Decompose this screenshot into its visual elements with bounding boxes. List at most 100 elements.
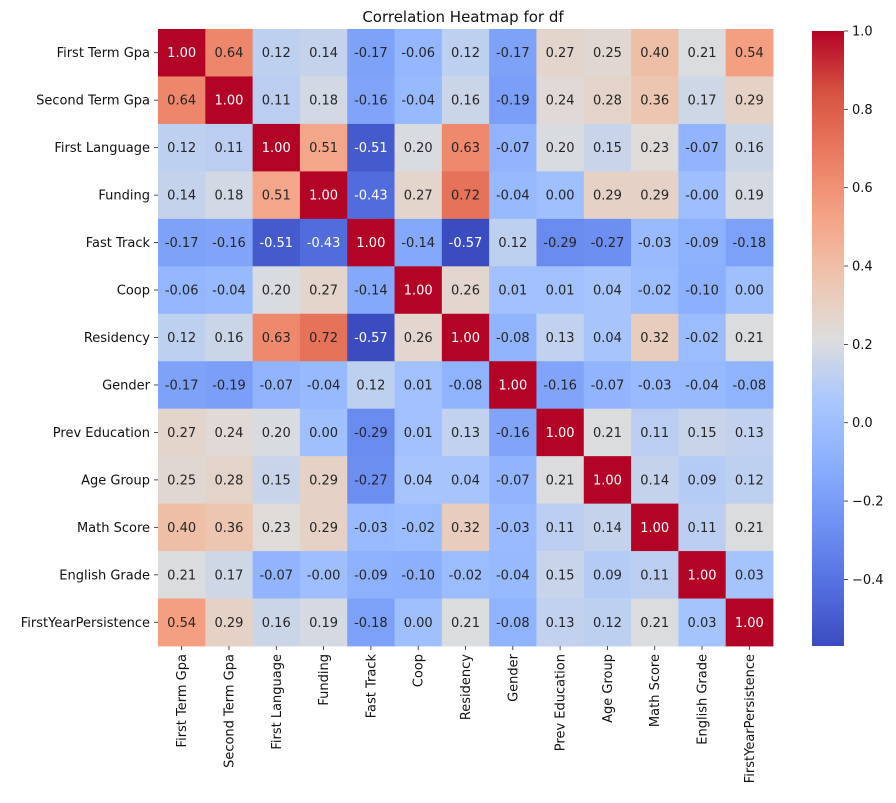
heatmap-cell-value-fast-track-firstyearpersistence: -0.18 — [733, 236, 767, 251]
heatmap-cell-value-first-term-gpa-prev-education: 0.27 — [546, 46, 575, 61]
heatmap-cell-fast-track-residency — [441, 218, 490, 267]
heatmap-cell-value-gender-prev-education: -0.16 — [543, 378, 577, 393]
heatmap-cell-value-residency-english-grade: -0.02 — [685, 331, 719, 346]
colorbar: 1.0 0.8 0.6 0.4 0.2 0.0 −0.2 −0.4 — [812, 25, 884, 646]
heatmap-cell-value-math-score-first-language: 0.23 — [262, 521, 291, 536]
y-axis-tick-labels: First Term Gpa Second Term Gpa First Langu… — [21, 46, 158, 631]
heatmap-cell-value-fast-track-math-score: -0.03 — [638, 236, 672, 251]
heatmap-cell-math-score-math-score — [631, 503, 679, 552]
heatmap-cell-math-score-second-term-gpa — [205, 503, 254, 552]
heatmap-cell-gender-residency — [441, 361, 490, 410]
heatmap-cell-math-score-gender — [489, 503, 537, 552]
heatmap-cell-first-term-gpa-prev-education — [536, 29, 585, 77]
colorbar-tick-label-3: 0.4 — [852, 260, 873, 275]
heatmap-cell-firstyearpersistence-first-term-gpa — [158, 598, 206, 647]
heatmap-cell-first-language-first-term-gpa — [158, 123, 206, 172]
heatmap-cell-value-age-group-gender: -0.07 — [496, 473, 530, 488]
heatmap-cell-fast-track-age-group — [583, 218, 632, 267]
heatmap-cell-value-firstyearpersistence-residency: 0.21 — [451, 616, 480, 631]
y-tick-label-residency: Residency — [84, 331, 150, 346]
heatmap-cell-value-first-language-firstyearpersistence: 0.16 — [735, 141, 764, 156]
heatmap-cell-first-term-gpa-first-term-gpa — [158, 29, 206, 77]
heatmap-cell-age-group-age-group — [583, 456, 632, 505]
heatmap-cell-value-age-group-prev-education: 0.21 — [546, 473, 575, 488]
heatmap-cell-value-firstyearpersistence-age-group: 0.12 — [593, 616, 622, 631]
heatmap-cell-value-coop-gender: 0.01 — [498, 284, 527, 299]
heatmap-cell-math-score-age-group — [583, 503, 632, 552]
heatmap-cell-prev-education-fast-track — [347, 408, 395, 457]
heatmap-cell-english-grade-firstyearpersistence — [725, 551, 774, 599]
heatmap-cell-value-gender-funding: -0.04 — [307, 378, 341, 393]
heatmap-cell-value-residency-firstyearpersistence: 0.21 — [735, 331, 764, 346]
x-tick-label-firstyearpersistence: FirstYearPersistence — [743, 654, 758, 783]
heatmap-cell-value-math-score-first-term-gpa: 0.40 — [167, 521, 196, 536]
heatmap-cell-value-first-term-gpa-fast-track: -0.17 — [354, 46, 388, 61]
heatmap-cell-math-score-coop — [394, 503, 443, 552]
heatmap-cell-value-math-score-prev-education: 0.11 — [546, 521, 575, 536]
heatmap-cell-second-term-gpa-english-grade — [678, 76, 727, 125]
x-tick-label-coop: Coop — [412, 654, 427, 687]
heatmap-cell-english-grade-english-grade — [678, 551, 727, 599]
heatmap-cell-value-prev-education-coop: 0.01 — [404, 426, 433, 441]
heatmap-cell-value-gender-math-score: -0.03 — [638, 378, 672, 393]
heatmap-cell-prev-education-english-grade — [678, 408, 727, 457]
heatmap-cell-english-grade-second-term-gpa — [205, 551, 254, 599]
heatmap-cell-first-term-gpa-funding — [299, 29, 348, 77]
heatmap-cell-gender-gender — [489, 361, 537, 410]
heatmap-cell-residency-second-term-gpa — [205, 313, 254, 362]
heatmap-cell-first-language-gender — [489, 123, 537, 172]
y-tick-label-first-term-gpa: First Term Gpa — [57, 46, 150, 61]
heatmap-cell-first-term-gpa-coop — [394, 29, 443, 77]
heatmap-cell-value-firstyearpersistence-coop: 0.00 — [404, 616, 433, 631]
x-tick-label-age-group: Age Group — [601, 654, 616, 723]
heatmap-cell-coop-first-language — [252, 266, 301, 315]
heatmap-cell-funding-coop — [394, 171, 443, 220]
heatmap-cell-firstyearpersistence-funding — [299, 598, 348, 647]
heatmap-cell-value-gender-coop: 0.01 — [404, 378, 433, 393]
heatmap-cell-residency-coop — [394, 313, 443, 362]
heatmap-cell-value-first-term-gpa-residency: 0.12 — [451, 46, 480, 61]
heatmap-cell-firstyearpersistence-firstyearpersistence — [725, 598, 774, 647]
heatmap-cell-value-funding-gender: -0.04 — [496, 189, 530, 204]
heatmap-cell-value-residency-second-term-gpa: 0.16 — [214, 331, 243, 346]
heatmap-cell-first-term-gpa-firstyearpersistence — [725, 29, 774, 77]
heatmap-cell-age-group-funding — [299, 456, 348, 505]
heatmap-cell-value-prev-education-gender: -0.16 — [496, 426, 530, 441]
heatmap-cell-first-term-gpa-age-group — [583, 29, 632, 77]
heatmap-cell-residency-fast-track — [347, 313, 395, 362]
heatmap-cell-age-group-gender — [489, 456, 537, 505]
heatmap-cell-fast-track-fast-track — [347, 218, 395, 267]
heatmap-cell-value-math-score-residency: 0.32 — [451, 521, 480, 536]
heatmap-cell-value-age-group-funding: 0.29 — [309, 473, 338, 488]
heatmap-cell-coop-coop — [394, 266, 443, 315]
heatmap-cell-value-firstyearpersistence-firstyearpersistence: 1.00 — [735, 616, 764, 631]
heatmap-cell-value-gender-first-language: -0.07 — [259, 378, 293, 393]
heatmap-cell-prev-education-second-term-gpa — [205, 408, 254, 457]
heatmap-cell-coop-fast-track — [347, 266, 395, 315]
heatmap-cell-value-residency-first-term-gpa: 0.12 — [167, 331, 196, 346]
heatmap-cell-value-residency-residency: 1.00 — [451, 331, 480, 346]
heatmap-cell-value-second-term-gpa-fast-track: -0.16 — [354, 94, 388, 109]
y-tick-label-first-language: First Language — [54, 141, 150, 156]
heatmap-cell-value-coop-first-term-gpa: -0.06 — [165, 284, 199, 299]
heatmap-cell-value-funding-math-score: 0.29 — [640, 189, 669, 204]
heatmap-cell-value-coop-first-language: 0.20 — [262, 284, 291, 299]
heatmap-cell-value-age-group-firstyearpersistence: 0.12 — [735, 473, 764, 488]
heatmap-cell-value-coop-firstyearpersistence: 0.00 — [735, 284, 764, 299]
heatmap-cell-value-funding-funding: 1.00 — [309, 189, 338, 204]
x-tick-label-first-language: First Language — [270, 654, 285, 750]
heatmap-cell-value-prev-education-funding: 0.00 — [309, 426, 338, 441]
heatmap-cell-funding-gender — [489, 171, 537, 220]
heatmap-cell-gender-fast-track — [347, 361, 395, 410]
heatmap-cell-firstyearpersistence-age-group — [583, 598, 632, 647]
heatmap-cell-age-group-math-score — [631, 456, 679, 505]
heatmap-cell-value-english-grade-english-grade: 1.00 — [688, 568, 717, 583]
heatmap-cell-firstyearpersistence-second-term-gpa — [205, 598, 254, 647]
heatmap-cell-value-funding-age-group: 0.29 — [593, 189, 622, 204]
heatmap-cell-coop-second-term-gpa — [205, 266, 254, 315]
heatmap-cell-first-language-firstyearpersistence — [725, 123, 774, 172]
heatmap-cell-value-funding-firstyearpersistence: 0.19 — [735, 189, 764, 204]
heatmap-cell-funding-age-group — [583, 171, 632, 220]
heatmap-cell-value-gender-second-term-gpa: -0.19 — [212, 378, 246, 393]
heatmap-cell-value-first-term-gpa-math-score: 0.40 — [640, 46, 669, 61]
